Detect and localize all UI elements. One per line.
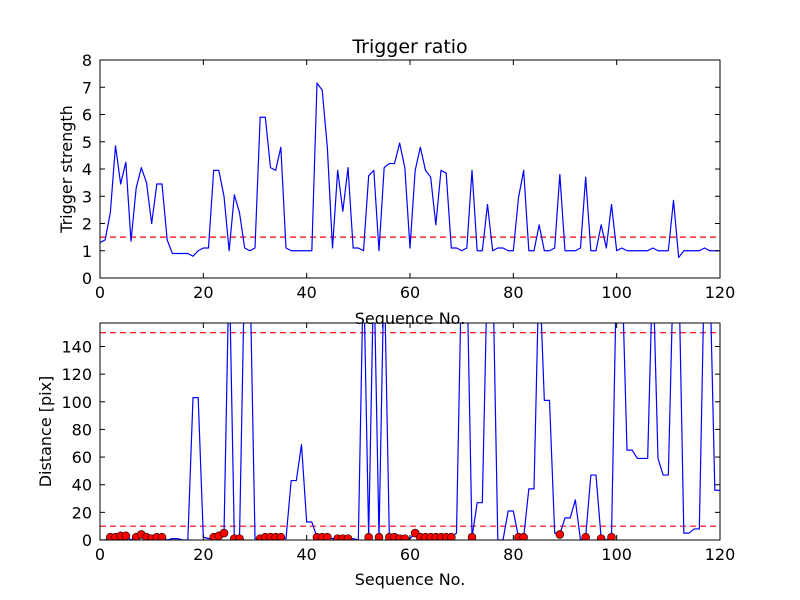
y-tick-label: 100 [61,393,92,412]
y-tick-label: 4 [82,160,92,179]
x-tick-label: 100 [601,545,632,564]
y-tick-label: 140 [61,337,92,356]
y-tick-label: 2 [82,215,92,234]
y-tick-label: 80 [72,420,92,439]
y-tick-label: 6 [82,106,92,125]
y-tick-label: 0 [82,269,92,288]
y-tick-label: 0 [82,531,92,550]
data-point-marker [519,532,528,540]
y-axis-label: Trigger strength [57,105,76,234]
y-tick-label: 8 [82,51,92,70]
y-tick-label: 7 [82,78,92,97]
y-tick-label: 1 [82,242,92,261]
x-tick-label: 0 [95,545,105,564]
x-tick-label: 100 [601,283,632,302]
x-tick-label: 80 [503,545,523,564]
distance-chart: 0 20 40 60 80 100 120 0 20 40 60 80 100 120 140 Sequenc… [36,322,736,589]
y-tick-label: 20 [72,503,92,522]
y-tick-label: 3 [82,187,92,206]
x-tick-label: 20 [193,283,213,302]
series-line [100,82,720,259]
data-point-marker [323,532,332,540]
y-axis-label: Distance [pix] [36,376,55,488]
data-point-marker [555,530,565,539]
y-tick-label: 60 [72,448,92,467]
data-point-marker [467,532,477,540]
x-tick-label: 60 [400,283,420,302]
data-point-marker [276,532,286,540]
x-tick-label: 0 [95,283,105,302]
plot-area [100,323,720,540]
data-point-marker [364,532,373,540]
chart-title: Trigger ratio [351,36,467,58]
data-point-marker [343,534,353,540]
data-point-marker [219,528,229,538]
x-axis-label: Sequence No. [355,570,466,589]
y-tick-label: 5 [82,133,92,152]
data-point-marker [121,531,131,540]
x-tick-label: 60 [400,545,420,564]
data-point-marker [596,534,606,540]
x-tick-label: 80 [503,283,523,302]
plot-area [100,82,720,259]
y-tick-label: 120 [61,365,92,384]
y-tick-label: 40 [72,476,92,495]
data-point-marker [235,534,244,540]
x-tick-label: 120 [705,283,736,302]
data-point-marker [581,532,590,540]
x-tick-label: 120 [705,545,736,564]
data-point-marker [400,534,410,540]
data-point-marker [157,532,167,540]
data-point-marker [447,532,456,540]
data-point-marker [374,532,384,540]
data-point-marker [607,532,616,540]
x-tick-label: 40 [296,545,316,564]
x-tick-label: 40 [296,283,316,302]
x-tick-label: 20 [193,545,213,564]
